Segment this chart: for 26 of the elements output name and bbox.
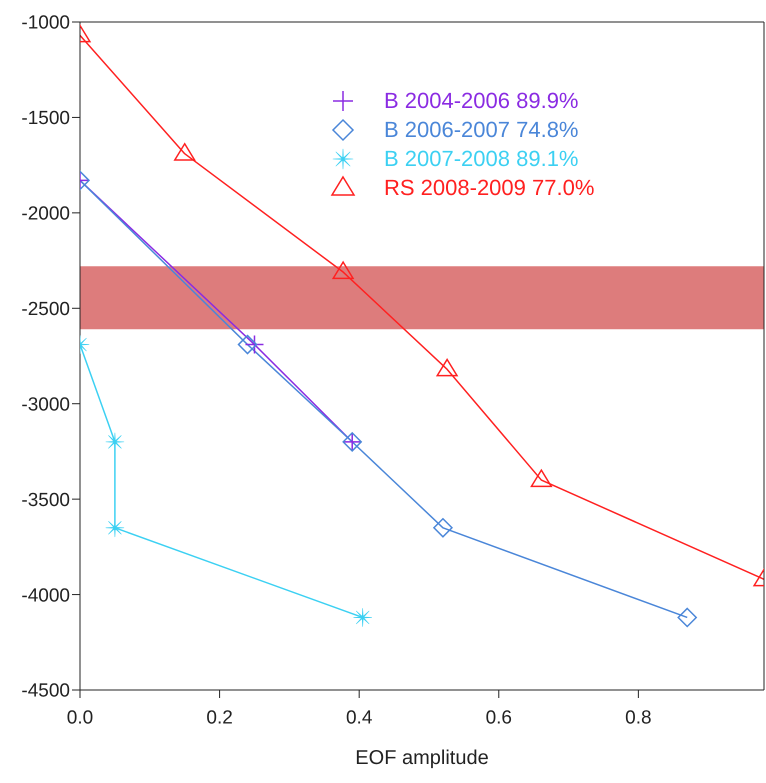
y-tick-label: -4000 (21, 585, 70, 606)
point (433, 518, 453, 538)
legend-label: B 2004-2006 89.9% (384, 87, 578, 115)
point (677, 608, 697, 628)
y-tick-label: -1500 (21, 108, 70, 130)
y-tick-label: -1000 (21, 12, 70, 34)
x-tick-label: 0.2 (206, 707, 233, 728)
y-tick-label: -3500 (21, 490, 70, 511)
x-tick-label: 0.0 (66, 707, 94, 728)
point (353, 608, 372, 627)
legend-label: B 2007-2008 89.1% (384, 145, 578, 173)
y-tick-label: -3000 (21, 394, 70, 416)
y-tick-label: -2500 (21, 299, 70, 320)
point (244, 334, 264, 354)
legend-label: RS 2008-2009 77.0% (384, 174, 594, 202)
x-tick-label: 0.6 (486, 707, 512, 728)
y-tick-label: -4500 (21, 680, 70, 702)
legend-label: B 2006-2007 74.8% (384, 116, 578, 144)
y-tick-label: -2000 (21, 204, 70, 225)
point (436, 358, 458, 376)
x-tick-label: 0.8 (625, 707, 652, 728)
x-axis-title: EOF amplitude (355, 747, 489, 769)
x-tick-label: 0.4 (346, 707, 373, 728)
point (332, 261, 354, 280)
point (174, 143, 196, 161)
point (238, 334, 258, 354)
